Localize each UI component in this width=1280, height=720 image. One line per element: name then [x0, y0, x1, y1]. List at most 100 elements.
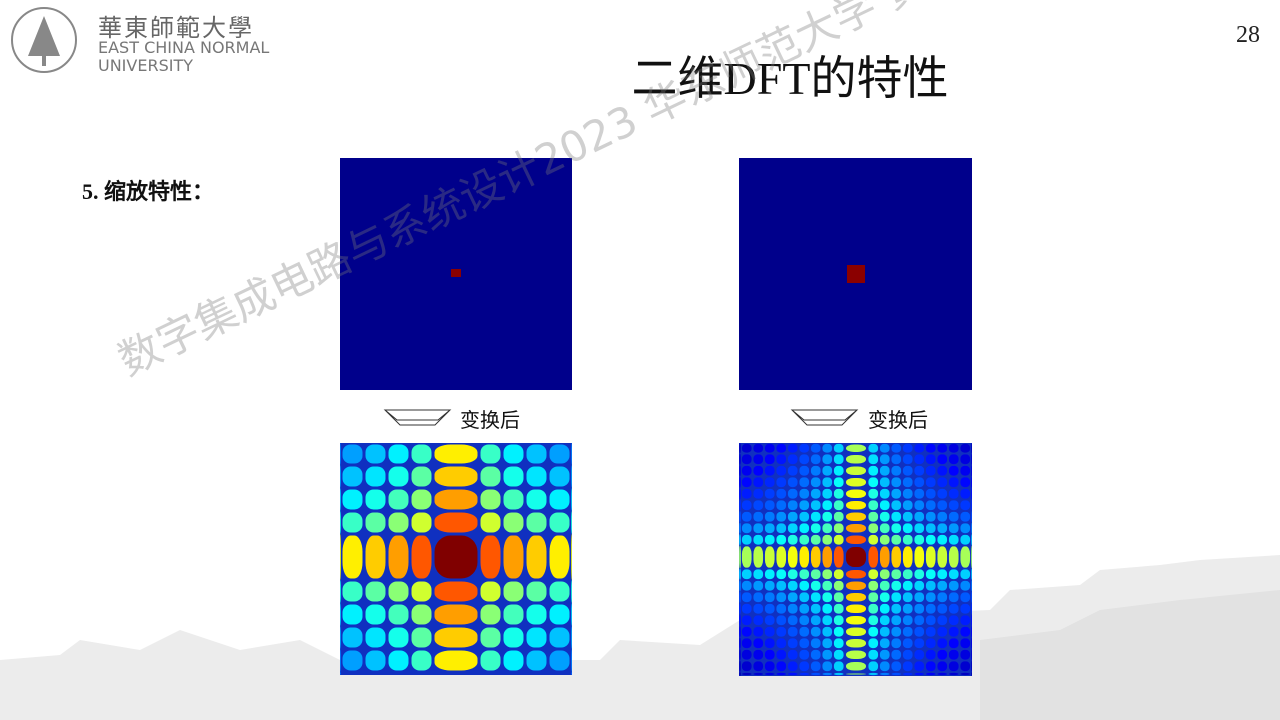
spectrum-cell: [434, 581, 478, 602]
spectrum-cell: [925, 569, 936, 580]
input-square: [451, 269, 461, 277]
spectrum-cell: [739, 626, 741, 638]
spectrum-cell: [739, 603, 741, 615]
section-heading: 5. 缩放特性：: [82, 179, 215, 204]
spectrum-cell: [342, 581, 363, 602]
spectrum-cell: [891, 465, 902, 476]
spectrum-cell: [879, 546, 890, 568]
spectrum-cell: [739, 568, 741, 580]
spectrum-cell: [891, 592, 902, 603]
spectrum-cell: [822, 443, 833, 453]
spectrum-cell: [937, 465, 948, 476]
spectrum-cell: [753, 488, 764, 499]
spectrum-cell: [937, 580, 948, 591]
spectrum-cell: [342, 604, 363, 625]
spectrum-cell: [846, 489, 866, 498]
spectrum-cell: [846, 535, 866, 544]
spectrum-cell: [948, 638, 959, 649]
logo-tree: [28, 16, 60, 56]
spectrum-cell: [868, 443, 879, 453]
building-silhouette: [0, 555, 1280, 720]
spectrum-cell: [810, 454, 821, 465]
spectrum-cell: [833, 603, 844, 614]
spectrum-cell: [937, 661, 948, 672]
spectrum-cell: [787, 546, 798, 568]
spectrum-cell: [948, 477, 959, 488]
spectrum-cell: [902, 523, 913, 534]
spectrum-cell: [891, 626, 902, 637]
spectrum-cell: [549, 581, 570, 602]
spectrum-cell: [480, 512, 501, 533]
spectrum-cell: [799, 488, 810, 499]
spectrum-cell: [868, 454, 879, 465]
spectrum-cell: [937, 649, 948, 660]
arrow: [790, 409, 859, 426]
spectrum-cell: [342, 627, 363, 648]
spectrum-cell: [787, 488, 798, 499]
spectrum-cell: [846, 455, 866, 464]
spectrum-cell: [480, 627, 501, 648]
spectrum-cell: [971, 488, 972, 500]
spectrum-cell: [971, 545, 972, 569]
spectrum-cell: [741, 661, 752, 672]
spectrum-cell: [776, 580, 787, 591]
spectrum-cell: [960, 523, 971, 534]
slide-title: 二维DFT的特性: [631, 53, 949, 104]
spectrum-cell: [948, 615, 959, 626]
spectrum-cell: [340, 580, 341, 603]
spectrum-cell: [868, 626, 879, 637]
spectrum-cell: [868, 638, 879, 649]
spectrum-cell: [549, 466, 570, 487]
spectrum-cell: [846, 593, 866, 602]
spectrum-cell: [960, 649, 971, 660]
spectrum-cell: [891, 580, 902, 591]
spectrum-cell: [868, 592, 879, 603]
spectrum-cell: [971, 511, 972, 523]
spectrum-cell: [879, 523, 890, 534]
spectrum-cell: [914, 569, 925, 580]
spectrum-cell: [810, 615, 821, 626]
spectrum-cell: [434, 466, 478, 487]
spectrum-cell: [891, 454, 902, 465]
spectrum-cell: [799, 546, 810, 568]
spectrum-cell: [902, 443, 913, 453]
spectrum-cell: [526, 489, 547, 510]
spectrum-cell: [937, 523, 948, 534]
spectrum-cell: [342, 444, 363, 464]
spectrum-cell: [342, 535, 363, 579]
spectrum-cell: [948, 511, 959, 522]
spectrum-cell: [960, 454, 971, 465]
spectrum-cell: [925, 534, 936, 545]
spectrum-cell: [787, 615, 798, 626]
spectrum-cell: [960, 511, 971, 522]
spectrum-cell: [342, 512, 363, 533]
spectrum-cell: [571, 603, 572, 626]
spectrum-cell: [891, 603, 902, 614]
spectrum-cell: [503, 489, 524, 510]
spectrum-cell: [526, 650, 547, 671]
spectrum-cell: [902, 649, 913, 660]
spectrum-cell: [971, 499, 972, 511]
spectrum-cell: [411, 512, 432, 533]
spectrum-cell: [902, 592, 913, 603]
spectrum-cell: [833, 488, 844, 499]
logo-text: UNIVERSITY: [98, 56, 193, 75]
spectrum-cell: [948, 603, 959, 614]
spectrum-cell: [787, 580, 798, 591]
spectrum-cell: [971, 453, 972, 465]
spectrum-cell: [914, 465, 925, 476]
logo-text: EAST CHINA NORMAL: [98, 38, 270, 57]
spectrum-cell: [948, 534, 959, 545]
spectrum-cell: [753, 500, 764, 511]
spectrum-cell: [799, 443, 810, 453]
spectrum-cell: [846, 662, 866, 671]
spectrum-cell: [960, 488, 971, 499]
spectrum-cell: [879, 580, 890, 591]
spectrum-cell: [902, 638, 913, 649]
spectrum-cell: [846, 581, 866, 590]
spectrum-cell: [833, 465, 844, 476]
spectrum-cell: [764, 580, 775, 591]
spectrum-cell: [741, 488, 752, 499]
spectrum-cell: [914, 523, 925, 534]
spectrum-cell: [868, 615, 879, 626]
